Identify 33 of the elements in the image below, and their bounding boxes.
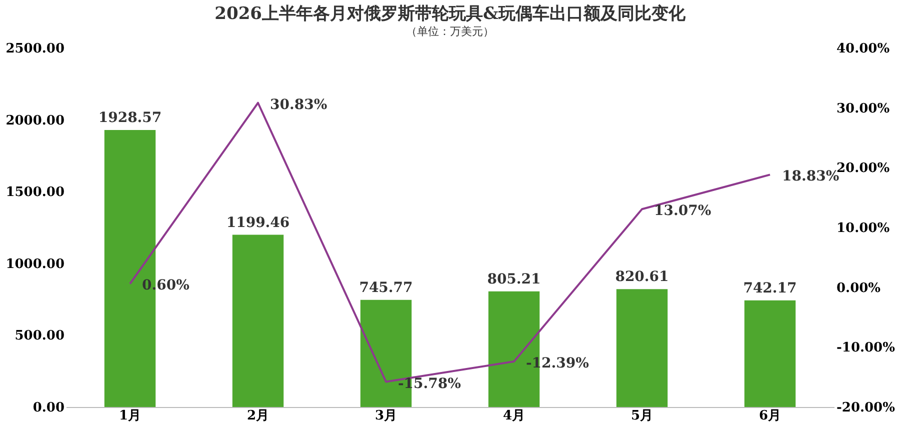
y-tick-label: 1500.00 [6,185,64,200]
x-tick-label: 1月 [118,408,142,424]
x-tick-label: 3月 [374,408,398,424]
data-label: 1199.46 [226,214,290,231]
y-tick-label: 1000.00 [6,256,64,272]
y-tick-label: 2000.00 [6,113,64,128]
chart-title: 2026上半年各月对俄罗斯带轮玩具&玩偶车出口额及同比变化 [214,4,686,24]
data-label: 820.61 [615,269,669,286]
data-label: 18.83% [782,168,840,185]
bar [744,300,796,407]
bar [232,234,284,407]
y-tick-label: 0.00 [32,400,64,416]
y2-tick-label: 10.00% [836,221,890,236]
data-label: 13.07% [654,203,712,220]
y2-tick-label: 40.00% [836,42,890,56]
y-tick-label: 500.00 [14,328,64,344]
chart-subtitle: （单位：万美元） [406,25,494,38]
y-tick-label: 2500.00 [6,42,64,56]
data-label: 1928.57 [98,110,162,126]
data-label: 805.21 [487,271,541,288]
y2-tick-label: -20.00% [836,400,896,416]
data-label: 742.17 [743,280,797,296]
y2-tick-label: 30.00% [836,101,890,116]
y2-tick-label: 0.00% [836,280,882,296]
x-tick-label: 4月 [502,408,526,424]
y2-tick-label: -10.00% [836,340,896,356]
y2-tick-label: 20.00% [836,161,890,176]
bar [616,289,668,407]
x-tick-label: 2月 [246,408,270,424]
x-tick-label: 5月 [630,408,654,424]
data-label: 30.83% [270,96,328,113]
x-tick-label: 6月 [758,408,782,424]
data-label: 745.77 [359,280,413,296]
